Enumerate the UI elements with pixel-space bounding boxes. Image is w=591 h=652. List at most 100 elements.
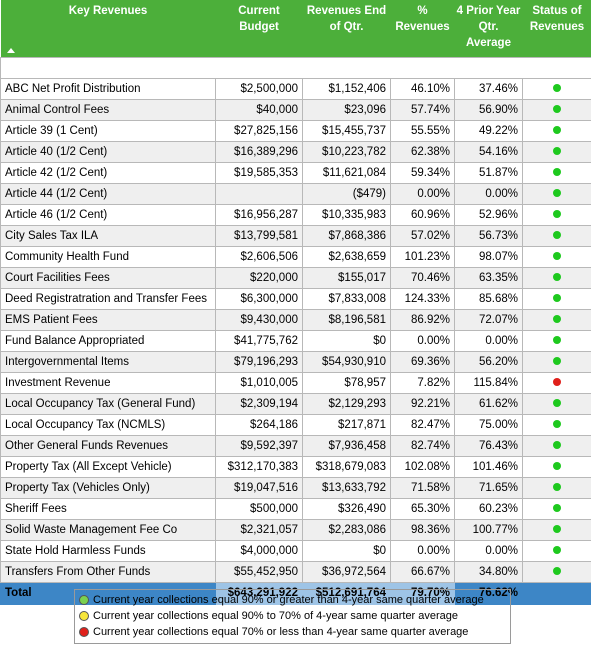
status-cell [522,455,591,478]
revenue-name-cell: Fund Balance Appropriated [0,329,216,352]
table-row[interactable]: Article 46 (1/2 Cent) $16,956,287 $10,335,… [0,203,591,226]
status-green-dot-icon [553,483,561,492]
prior-year-average-cell: 56.20% [454,350,523,373]
status-cell [522,539,591,562]
status-green-dot-icon [553,105,561,114]
status-cell [522,140,591,163]
column-header-label: Status of Revenues [529,5,585,33]
table-row[interactable]: State Hold Harmless Funds $4,000,000 $0 0.0… [0,539,591,562]
current-budget-cell: $16,956,287 [215,203,303,226]
table-row[interactable]: Local Occupancy Tax (NCMLS) $264,186 $217,… [0,413,591,436]
table-row[interactable]: Community Health Fund $2,606,506 $2,638,65… [0,245,591,268]
status-cell [522,77,591,100]
revenues-end-of-qtr-cell: $2,283,086 [302,518,391,541]
table-row[interactable]: Animal Control Fees $40,000 $23,096 57.74% 5… [0,98,591,121]
table-row[interactable]: Article 44 (1/2 Cent) ($479) 0.00% 0.00% [0,182,591,205]
current-budget-cell: $1,010,005 [215,371,303,394]
table-row[interactable]: Transfers From Other Funds $55,452,950 $36… [0,560,591,583]
status-green-dot-icon [553,504,561,513]
revenue-name-cell: Transfers From Other Funds [0,560,216,583]
status-cell [522,98,591,121]
prior-year-average-cell: 76.43% [454,434,523,457]
table-row[interactable]: Court Facilities Fees $220,000 $155,017 70.… [0,266,591,289]
table-row[interactable]: Deed Registratration and Transfer Fees $6… [0,287,591,310]
revenue-name-cell: Intergovernmental Items [0,350,216,373]
legend-item-red: Current year collections equal 70% or le… [79,624,506,640]
current-budget-cell: $264,186 [215,413,303,436]
pct-revenues-cell: 92.21% [390,392,455,415]
table-row[interactable]: EMS Patient Fees $9,430,000 $8,196,581 86.9… [0,308,591,331]
pct-revenues-cell: 71.58% [390,476,455,499]
column-header-status[interactable]: Status of Revenues [522,0,591,57]
table-row[interactable]: Sheriff Fees $500,000 $326,490 65.30% 60.23% [0,497,591,520]
current-budget-cell: $27,825,156 [215,119,303,142]
table-row[interactable]: Article 40 (1/2 Cent) $16,389,296 $10,223,… [0,140,591,163]
status-cell [522,560,591,583]
status-red-dot-icon [553,378,561,387]
pct-revenues-cell: 69.36% [390,350,455,373]
status-green-dot-icon [553,168,561,177]
revenue-name-cell: Solid Waste Management Fee Co [0,518,216,541]
table-row[interactable]: Intergovernmental Items $79,196,293 $54,93… [0,350,591,373]
status-cell [522,518,591,541]
current-budget-cell: $13,799,581 [215,224,303,247]
current-budget-cell: $19,585,353 [215,161,303,184]
prior-year-average-cell: 115.84% [454,371,523,394]
prior-year-average-cell: 56.90% [454,98,523,121]
prior-year-average-cell: 63.35% [454,266,523,289]
prior-year-average-cell: 100.77% [454,518,523,541]
column-header-revenues-end-of-qtr[interactable]: Revenues End of Qtr. [302,0,391,57]
revenues-end-of-qtr-cell: $7,868,386 [302,224,391,247]
table-row[interactable]: Article 42 (1/2 Cent) $19,585,353 $11,621,… [0,161,591,184]
pct-revenues-cell: 82.74% [390,434,455,457]
current-budget-cell: $312,170,383 [215,455,303,478]
sort-ascending-icon[interactable] [6,47,15,53]
legend-text: Current year collections equal 90% or gr… [93,594,484,606]
current-budget-cell: $41,775,762 [215,329,303,352]
prior-year-average-cell: 72.07% [454,308,523,331]
table-row[interactable]: Solid Waste Management Fee Co $2,321,057 $… [0,518,591,541]
revenue-name-cell: Animal Control Fees [0,98,216,121]
column-header-pct-revenues[interactable]: % Revenues [390,0,455,57]
table-row[interactable]: Article 39 (1 Cent) $27,825,156 $15,455,73… [0,119,591,142]
table-row[interactable]: Property Tax (All Except Vehicle) $312,17… [0,455,591,478]
pct-revenues-cell: 57.02% [390,224,455,247]
status-legend: Current year collections equal 90% or gr… [74,589,511,644]
revenues-end-of-qtr-cell: $11,621,084 [302,161,391,184]
revenues-end-of-qtr-cell: $0 [302,539,391,562]
column-header-label: 4 Prior Year Qtr. Average [456,5,521,49]
revenue-name-cell: Article 42 (1/2 Cent) [0,161,216,184]
status-cell [522,203,591,226]
table-row[interactable]: Investment Revenue $1,010,005 $78,957 7.82%… [0,371,591,394]
revenue-name-cell: Article 44 (1/2 Cent) [0,182,216,205]
pct-revenues-cell: 101.23% [390,245,455,268]
status-green-dot-icon [553,189,561,198]
revenues-end-of-qtr-cell: $2,638,659 [302,245,391,268]
table-row[interactable]: ABC Net Profit Distribution $2,500,000 $1,… [0,77,591,100]
legend-text: Current year collections equal 90% to 70… [93,610,459,622]
revenue-name-cell: Sheriff Fees [0,497,216,520]
table-row[interactable]: City Sales Tax ILA $13,799,581 $7,868,386 5… [0,224,591,247]
prior-year-average-cell: 0.00% [454,182,523,205]
table-row[interactable]: Other General Funds Revenues $9,592,397 $7… [0,434,591,457]
revenue-name-cell: Local Occupancy Tax (NCMLS) [0,413,216,436]
current-budget-cell: $2,500,000 [215,77,303,100]
revenues-end-of-qtr-cell: $217,871 [302,413,391,436]
revenues-end-of-qtr-cell: ($479) [302,182,391,205]
table-row[interactable]: Local Occupancy Tax (General Fund) $2,309… [0,392,591,415]
prior-year-average-cell: 60.23% [454,497,523,520]
status-green-dot-icon [553,441,561,450]
revenue-name-cell: Deed Registratration and Transfer Fees [0,287,216,310]
table-row[interactable]: Fund Balance Appropriated $41,775,762 $0 0.… [0,329,591,352]
pct-revenues-cell: 59.34% [390,161,455,184]
legend-green-circle-icon [79,595,89,605]
revenues-end-of-qtr-cell: $7,936,458 [302,434,391,457]
status-cell [522,413,591,436]
status-cell [522,350,591,373]
column-header-key-revenues[interactable]: Key Revenues [0,0,216,57]
table-row[interactable]: Property Tax (Vehicles Only) $19,047,516 $… [0,476,591,499]
column-header-prior-year-average[interactable]: 4 Prior Year Qtr. Average [454,0,523,57]
revenues-end-of-qtr-cell: $78,957 [302,371,391,394]
column-header-current-budget[interactable]: Current Budget [215,0,303,57]
revenue-name-cell: Investment Revenue [0,371,216,394]
